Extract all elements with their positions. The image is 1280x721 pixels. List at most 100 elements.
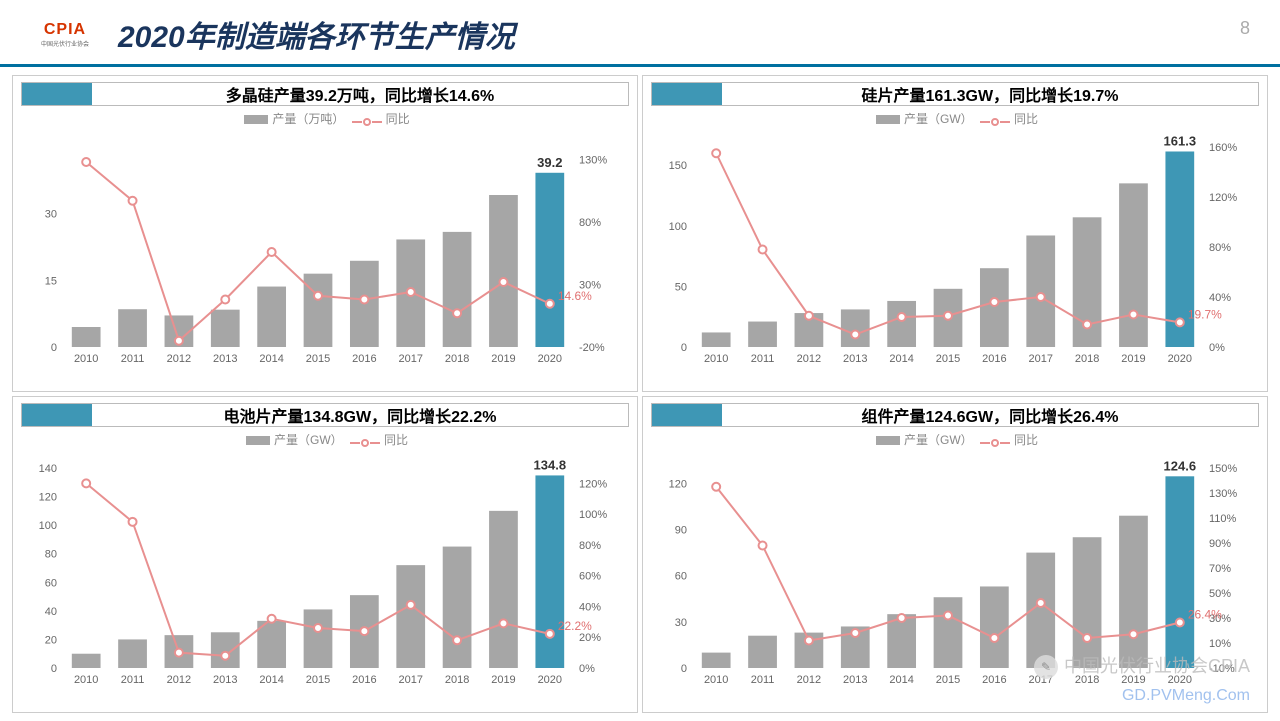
- legend-line-icon: [980, 118, 1010, 126]
- title-accent-bar: [652, 83, 722, 105]
- y-left-tick: 40: [45, 606, 57, 618]
- chart-panel-0: 多晶硅产量39.2万吨，同比增长14.6%产量（万吨） 同比01530-20%3…: [12, 75, 638, 392]
- y-left-tick: 30: [45, 209, 57, 221]
- x-tick: 2012: [797, 353, 821, 365]
- panel-title: 硅片产量161.3GW，同比增长19.7%: [651, 82, 1259, 106]
- legend-bar-icon: [876, 115, 900, 124]
- x-tick: 2011: [751, 353, 775, 365]
- line-marker: [898, 614, 906, 622]
- chart-area: 01530-20%30%80%130%201020112012201320142…: [21, 129, 629, 367]
- line-marker: [759, 246, 767, 254]
- y-right-tick: 120%: [579, 478, 607, 490]
- logo-main: CPIA: [44, 21, 86, 39]
- x-tick: 2016: [982, 353, 1006, 365]
- bar: [1026, 235, 1055, 347]
- x-tick: 2017: [1028, 353, 1052, 365]
- line-marker: [805, 312, 813, 320]
- y-left-tick: 150: [669, 160, 687, 172]
- bar: [489, 511, 518, 668]
- watermark-1: ✎中国光伏行业协会CPIA: [1034, 652, 1250, 679]
- line-marker: [1176, 318, 1184, 326]
- y-right-tick: 40%: [1209, 292, 1231, 304]
- chart-legend: 产量（GW） 同比: [21, 431, 629, 448]
- bar: [702, 653, 731, 668]
- line-marker: [851, 629, 859, 637]
- x-tick: 2020: [538, 353, 562, 365]
- bar: [489, 195, 518, 347]
- chart-grid: 多晶硅产量39.2万吨，同比增长14.6%产量（万吨） 同比01530-20%3…: [0, 67, 1280, 721]
- line-marker: [453, 309, 461, 317]
- x-tick: 2018: [445, 353, 469, 365]
- x-tick: 2016: [982, 674, 1006, 686]
- bar: [211, 632, 240, 668]
- y-left-tick: 60: [45, 577, 57, 589]
- bar: [980, 268, 1009, 347]
- line-marker: [221, 652, 229, 660]
- line-marker: [268, 248, 276, 256]
- x-tick: 2013: [843, 674, 867, 686]
- legend-line-icon: [350, 439, 380, 447]
- bar: [257, 287, 286, 347]
- panel-title-text: 电池片产量134.8GW，同比增长22.2%: [92, 403, 628, 427]
- pct-end-label: 14.6%: [558, 289, 592, 303]
- y-right-tick: 130%: [1209, 488, 1237, 500]
- x-tick: 2016: [352, 353, 376, 365]
- legend-line-icon: [980, 439, 1010, 447]
- x-tick: 2018: [1075, 353, 1099, 365]
- y-right-tick: 110%: [1209, 513, 1237, 525]
- y-right-tick: 10%: [1209, 638, 1231, 650]
- x-tick: 2011: [121, 674, 145, 686]
- bar: [1119, 516, 1148, 668]
- x-tick: 2013: [843, 353, 867, 365]
- bar: [304, 274, 333, 347]
- x-tick: 2020: [1168, 353, 1192, 365]
- line-marker: [175, 649, 183, 657]
- logo-sub: 中国光伏行业协会: [41, 39, 89, 48]
- x-tick: 2010: [704, 353, 728, 365]
- panel-title-text: 组件产量124.6GW，同比增长26.4%: [722, 403, 1258, 427]
- y-right-tick: 100%: [579, 509, 607, 521]
- chart-area: 0204060801001201400%20%40%60%80%100%120%…: [21, 450, 629, 688]
- bar: [211, 310, 240, 347]
- panel-title: 电池片产量134.8GW，同比增长22.2%: [21, 403, 629, 427]
- x-tick: 2015: [936, 353, 960, 365]
- bar: [748, 322, 777, 347]
- bar: [304, 609, 333, 668]
- chart-svg: 0204060801001201400%20%40%60%80%100%120%…: [21, 450, 629, 688]
- line-marker: [499, 278, 507, 286]
- x-tick: 2011: [121, 353, 145, 365]
- y-left-tick: 100: [669, 221, 687, 233]
- x-tick: 2015: [936, 674, 960, 686]
- line-marker: [546, 300, 554, 308]
- y-right-tick: 80%: [1209, 242, 1231, 254]
- bar: [980, 586, 1009, 668]
- y-left-tick: 120: [39, 492, 57, 504]
- y-right-tick: 0%: [1209, 342, 1225, 354]
- x-tick: 2012: [797, 674, 821, 686]
- chart-legend: 产量（GW） 同比: [651, 110, 1259, 127]
- line-marker: [805, 637, 813, 645]
- x-tick: 2018: [445, 674, 469, 686]
- pct-end-label: 19.7%: [1188, 307, 1222, 321]
- line-marker: [1176, 619, 1184, 627]
- y-left-tick: 15: [45, 275, 57, 287]
- x-tick: 2019: [491, 674, 515, 686]
- page-title: 2020年制造端各环节生产情况: [118, 12, 515, 56]
- chart-svg: 0501001500%40%80%120%160%201020112012201…: [651, 129, 1259, 367]
- bar: [934, 597, 963, 668]
- y-right-tick: -20%: [579, 342, 605, 354]
- panel-title-text: 多晶硅产量39.2万吨，同比增长14.6%: [92, 82, 628, 106]
- x-tick: 2013: [213, 353, 237, 365]
- legend-bar-icon: [246, 436, 270, 445]
- x-tick: 2017: [398, 353, 422, 365]
- x-tick: 2010: [74, 674, 98, 686]
- y-left-tick: 0: [51, 342, 57, 354]
- y-right-tick: 0%: [579, 663, 595, 675]
- data-label: 39.2: [537, 155, 562, 170]
- y-left-tick: 0: [681, 342, 687, 354]
- line-marker: [1129, 630, 1137, 638]
- line-marker: [129, 518, 137, 526]
- y-left-tick: 0: [51, 663, 57, 675]
- bar: [702, 332, 731, 347]
- y-left-tick: 140: [39, 463, 57, 475]
